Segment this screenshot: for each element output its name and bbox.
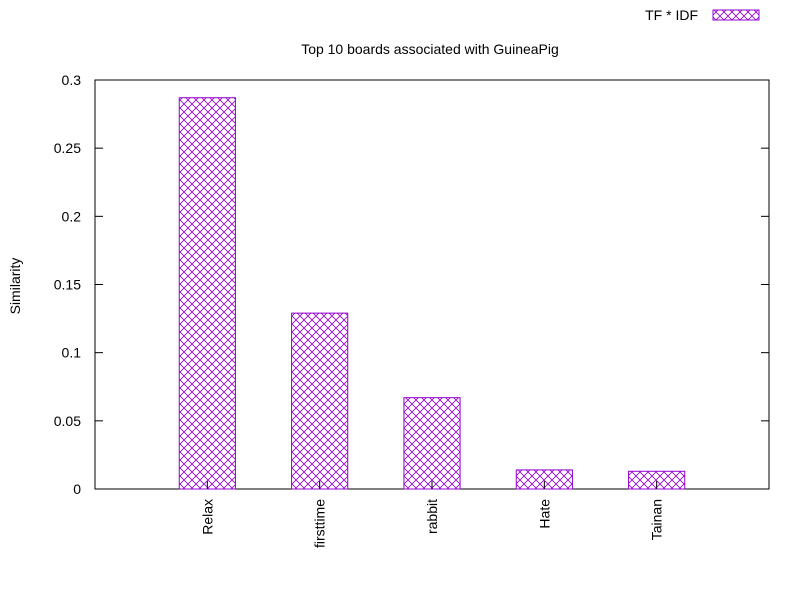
y-tick-label: 0.3 [62,72,82,88]
x-tick-label: firsttime [312,499,328,548]
x-tick-label: Relax [199,499,215,535]
x-tick-label: Tainan [649,499,665,540]
bars [178,97,686,490]
x-tick-label: Hate [536,499,552,529]
y-axis-label: Similarity [7,258,23,315]
y-tick-label: 0.15 [54,277,81,293]
y-axis-ticks: 0 0.05 0.1 0.15 0.2 0.25 0.3 [54,72,769,497]
x-axis-tick-labels: Relax firsttime rabbit Hate Tainan [199,481,665,548]
bar-relax [178,97,236,490]
y-tick-label: 0.1 [62,345,82,361]
y-tick-label: 0.05 [54,413,81,429]
legend-label: TF * IDF [645,7,698,23]
y-tick-label: 0.25 [54,140,81,156]
chart-title: Top 10 boards associated with GuineaPig [301,41,559,57]
x-tick-label: rabbit [424,499,440,534]
legend: TF * IDF [645,7,760,23]
legend-swatch [712,9,760,21]
y-tick-label: 0.2 [62,208,82,224]
y-tick-label: 0 [73,481,81,497]
bar-firsttime [291,312,349,490]
bar-rabbit [403,397,461,490]
